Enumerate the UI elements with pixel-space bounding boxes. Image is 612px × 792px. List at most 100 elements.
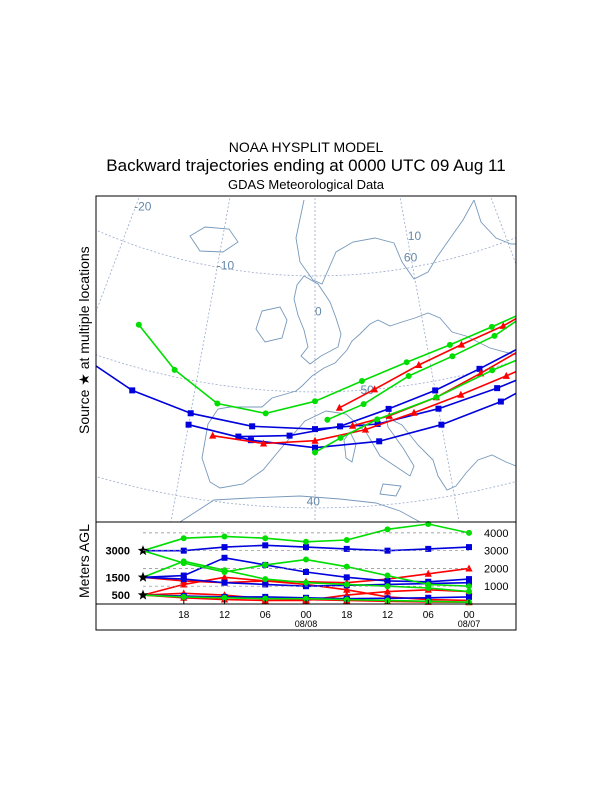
coast-continent — [201, 312, 516, 491]
left-height-tick: 1500 — [106, 572, 130, 584]
lon-label: -10 — [217, 259, 235, 273]
traj-blue-a-marker — [29, 313, 35, 319]
traj-green-c-marker — [324, 416, 331, 423]
traj-blue-a-marker — [435, 405, 442, 412]
green-3000-a-height-marker — [221, 533, 228, 540]
traj-green-b-marker — [262, 410, 269, 417]
traj-red-c-marker — [415, 361, 423, 369]
meridian-line — [0, 49, 124, 596]
traj-green-a-marker — [312, 449, 318, 456]
lat-label: 40 — [307, 495, 321, 509]
left-height-tick: 3000 — [106, 546, 130, 558]
date-label: 08/07 — [458, 619, 481, 629]
green-1500-height-marker — [262, 576, 269, 583]
right-height-tick: 4000 — [484, 528, 508, 540]
green-500-height-marker — [221, 594, 228, 601]
date-label: 08/08 — [295, 619, 318, 629]
traj-red-c-path — [339, 317, 516, 409]
parallel-line — [96, 476, 516, 509]
height-panel: 4000 3000 2000 1000 3000 1500 500 18 12 06 00 18 12 0… — [95, 521, 517, 631]
blue-3000-height-marker — [384, 547, 391, 554]
blue-1500-b-height-marker — [180, 576, 187, 583]
coast-finland — [473, 199, 516, 245]
traj-green-b-marker — [214, 400, 221, 407]
traj-blue-c-marker — [337, 423, 344, 430]
start-height-star — [137, 545, 149, 556]
red-500-c-height-marker — [383, 587, 392, 595]
traj-green-b-marker — [446, 341, 453, 348]
blue-3000-height-marker — [303, 544, 309, 551]
traj-blue-b-marker — [376, 438, 383, 445]
model-title: NOAA HYSPLIT MODEL — [228, 139, 384, 155]
blue-1500-b-height-marker — [466, 579, 472, 586]
red-500-a-height-marker — [220, 573, 229, 581]
traj-red-a-marker — [361, 425, 370, 433]
start-height-star — [137, 571, 149, 582]
green-500-height-marker — [303, 595, 309, 602]
start-height-star — [137, 589, 149, 600]
red-500-a-height-marker — [343, 585, 351, 593]
green-1500-height-marker — [303, 579, 309, 586]
red-1500-height-marker — [465, 564, 473, 572]
traj-blue-b-marker — [247, 437, 254, 444]
traj-blue-a-path — [96, 364, 516, 430]
traj-blue-a-marker — [494, 385, 501, 392]
green-3000-a-height-marker — [384, 526, 391, 533]
traj-blue-b-marker — [497, 398, 504, 405]
time-tick-label: 18 — [341, 610, 353, 621]
lon-label: 10 — [408, 229, 422, 243]
traj-blue-a-marker — [551, 362, 557, 368]
green-3000-a-height-marker — [180, 535, 187, 542]
lat-label: 50 — [361, 383, 375, 397]
traj-red-a-marker — [457, 390, 465, 398]
coast-sicily — [379, 483, 402, 497]
blue-3000-height-marker — [221, 544, 228, 551]
blue-3000-height-marker — [466, 544, 472, 551]
traj-blue-a-marker — [77, 352, 83, 358]
traj-blue-a-marker — [249, 423, 256, 430]
green-500-height-marker — [262, 595, 269, 602]
traj-red-c-marker — [335, 403, 344, 411]
time-tick-label: 06 — [423, 610, 435, 621]
coastlines — [179, 199, 516, 522]
traj-red-c-marker — [457, 340, 466, 348]
blue-1500-b-height-marker — [262, 581, 269, 588]
time-tick-label: 06 — [260, 610, 272, 621]
red-500-a-height-marker — [180, 580, 188, 588]
traj-red-a-marker — [410, 408, 418, 416]
meridian-line — [506, 49, 612, 596]
traj-green-b-marker — [171, 366, 178, 373]
traj-red-c-marker — [370, 385, 379, 393]
blue-3000-height-marker — [425, 545, 432, 552]
traj-blue-a-marker — [187, 410, 194, 417]
coast-great-britain — [293, 275, 342, 365]
green-3000-b-height-marker — [384, 572, 391, 579]
blue-3000-height-marker — [343, 545, 350, 552]
source-south-star — [585, 337, 596, 347]
map-panel: -20 -10 0 10 20 60 50 40 — [0, 10, 612, 596]
lon-label: 20 — [538, 310, 552, 324]
meridian-line — [96, 196, 141, 313]
traj-blue-b-marker — [553, 368, 559, 374]
green-500-height-marker — [180, 593, 187, 600]
blue-1500-a-height-marker — [343, 574, 350, 581]
green-3000-a-height-marker — [343, 537, 350, 543]
traj-blue-c-path — [238, 348, 516, 438]
coast-africa — [179, 495, 421, 522]
traj-green-a-marker — [544, 344, 550, 350]
chart-subtitle: Backward trajectories ending at 0000 UTC… — [106, 156, 506, 175]
traj-red-b-marker — [349, 421, 357, 429]
traj-blue-c-marker — [476, 365, 483, 372]
height-ticks: 4000 3000 2000 1000 3000 1500 500 18 12 06 00 18 12 0… — [106, 528, 509, 629]
traj-blue-b-marker — [438, 421, 445, 428]
traj-blue-c-marker — [519, 344, 525, 350]
data-source-label: GDAS Meteorological Data — [227, 177, 385, 192]
traj-red-a-marker — [547, 352, 554, 359]
meridian-line — [560, 10, 612, 490]
traj-green-c-marker — [491, 332, 498, 339]
time-tick-label: 12 — [382, 610, 394, 621]
traj-blue-c-marker — [286, 432, 293, 439]
blue-1500-a-height-marker — [303, 569, 309, 575]
right-height-tick: 1000 — [484, 581, 508, 593]
traj-blue-b-marker — [185, 421, 192, 428]
